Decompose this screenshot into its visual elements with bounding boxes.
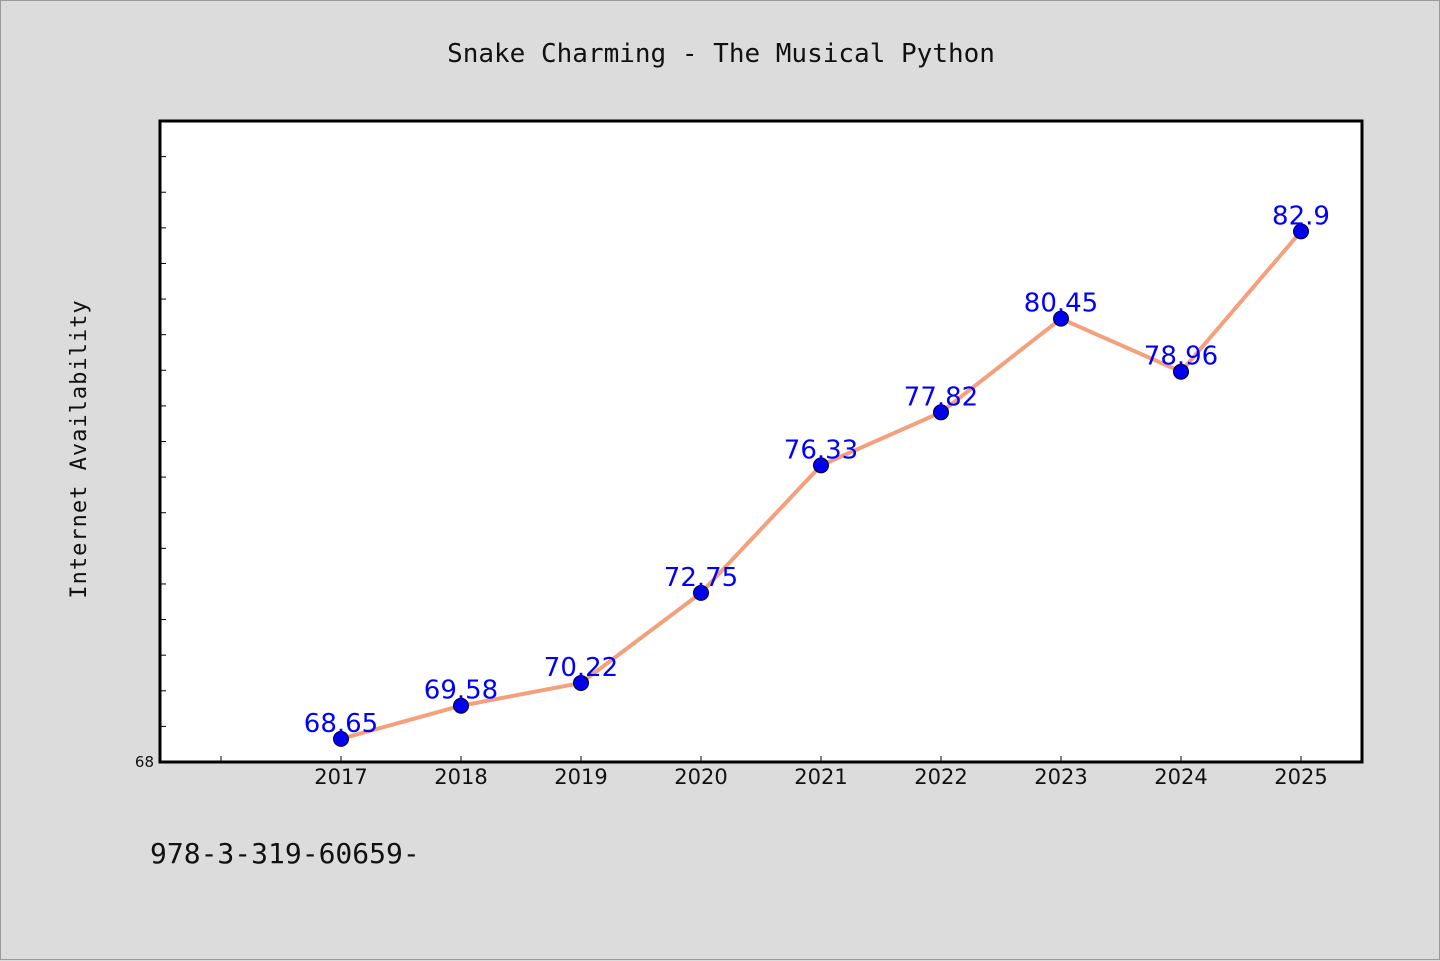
x-tick-label: 2022 [914,765,967,789]
x-tick-label: 2024 [1154,765,1207,789]
data-label: 80.45 [1024,289,1098,319]
x-tick-label: 2017 [314,765,367,789]
x-tick-label: 2018 [434,765,487,789]
data-point-marker [1053,310,1069,327]
data-label: 76.33 [784,435,858,465]
data-label: 82.9 [1272,201,1330,231]
x-tick-label: 2021 [794,765,847,789]
x-tick-label: 2020 [674,765,727,789]
data-point-marker [1293,223,1309,240]
data-point-marker [453,697,469,714]
data-point-marker [573,674,589,691]
series-layer: 68.65 69.58 70.22 72.75 76.33 77.82 80.45 78.96… [304,201,1330,747]
data-label: 68.65 [304,709,378,739]
data-label: 70.22 [544,653,618,683]
data-label: 77.82 [904,382,978,412]
data-point-marker [1173,363,1189,380]
plot-area [158,119,1364,764]
x-tick-label: 2025 [1274,765,1327,789]
data-label: 72.75 [664,563,738,593]
x-tick-label: 2019 [554,765,607,789]
chart-title: Snake Charming - The Musical Python [447,39,995,69]
x-axis-ticks: 2017 2018 2019 2020 2021 2022 2023 2024 2025 [220,756,1328,789]
y-axis-ticks: 68 [135,120,166,771]
y-tick-label: 68 [135,753,154,771]
data-label: 78.96 [1144,342,1218,372]
data-point-marker [693,584,709,601]
footer-code: 978-3-319-60659- [150,837,420,870]
data-label: 69.58 [424,676,498,706]
x-tick-label: 2023 [1034,765,1087,789]
data-point-marker [333,730,349,747]
y-axis-label: Internet Availability [67,299,92,598]
data-point-marker [813,457,829,474]
data-point-marker [933,404,949,421]
